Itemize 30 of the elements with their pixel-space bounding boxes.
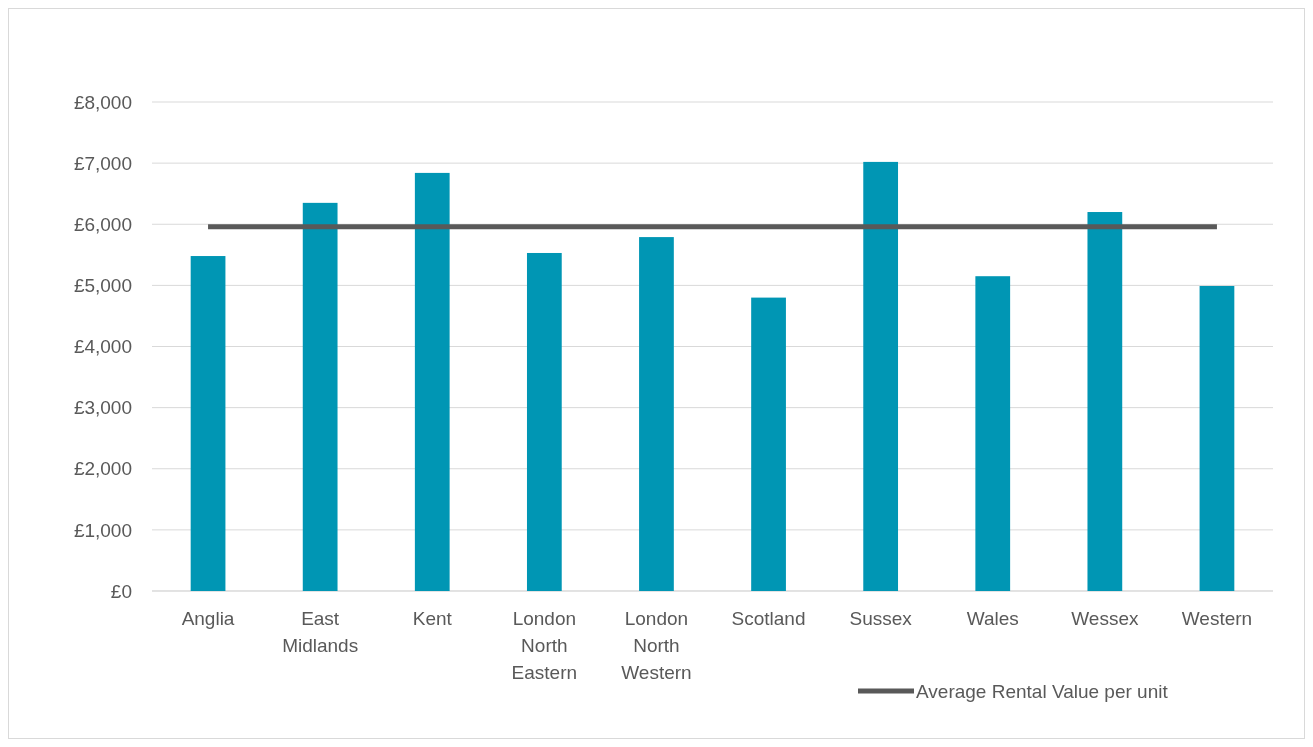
- y-tick-label: £5,000: [73, 275, 132, 297]
- x-tick-label: London North Eastern: [511, 608, 578, 683]
- bar: [302, 202, 338, 591]
- x-tick-label: Western: [1181, 608, 1253, 629]
- bar: [190, 256, 226, 591]
- y-tick-label: £8,000: [73, 91, 132, 113]
- y-tick-label: £4,000: [73, 336, 132, 358]
- x-tick-label: Scotland: [731, 608, 806, 629]
- x-tick-label: Wales: [966, 608, 1019, 629]
- bar: [863, 161, 899, 591]
- y-tick-label: £0: [110, 580, 132, 602]
- legend-label: Average Rental Value per unit: [916, 680, 1169, 702]
- x-tick-label: Anglia: [181, 608, 235, 629]
- bar: [1199, 285, 1235, 591]
- y-tick-label: £7,000: [73, 152, 132, 174]
- x-tick-label: London North Western: [621, 608, 692, 683]
- y-tick-label: £2,000: [73, 458, 132, 480]
- y-tick-label: £6,000: [73, 213, 132, 235]
- x-tick-label: Wessex: [1071, 608, 1139, 629]
- bar: [1087, 212, 1123, 591]
- x-tick-label: Sussex: [849, 608, 913, 629]
- bar: [414, 172, 450, 591]
- bar: [639, 237, 674, 591]
- x-tick-label: Kent: [412, 608, 453, 629]
- x-tick-label: East Midlands: [282, 608, 359, 656]
- y-tick-label: £3,000: [73, 397, 132, 419]
- bar: [751, 297, 786, 591]
- bar: [975, 276, 1011, 591]
- bar: [526, 252, 562, 591]
- y-tick-label: £1,000: [73, 519, 132, 541]
